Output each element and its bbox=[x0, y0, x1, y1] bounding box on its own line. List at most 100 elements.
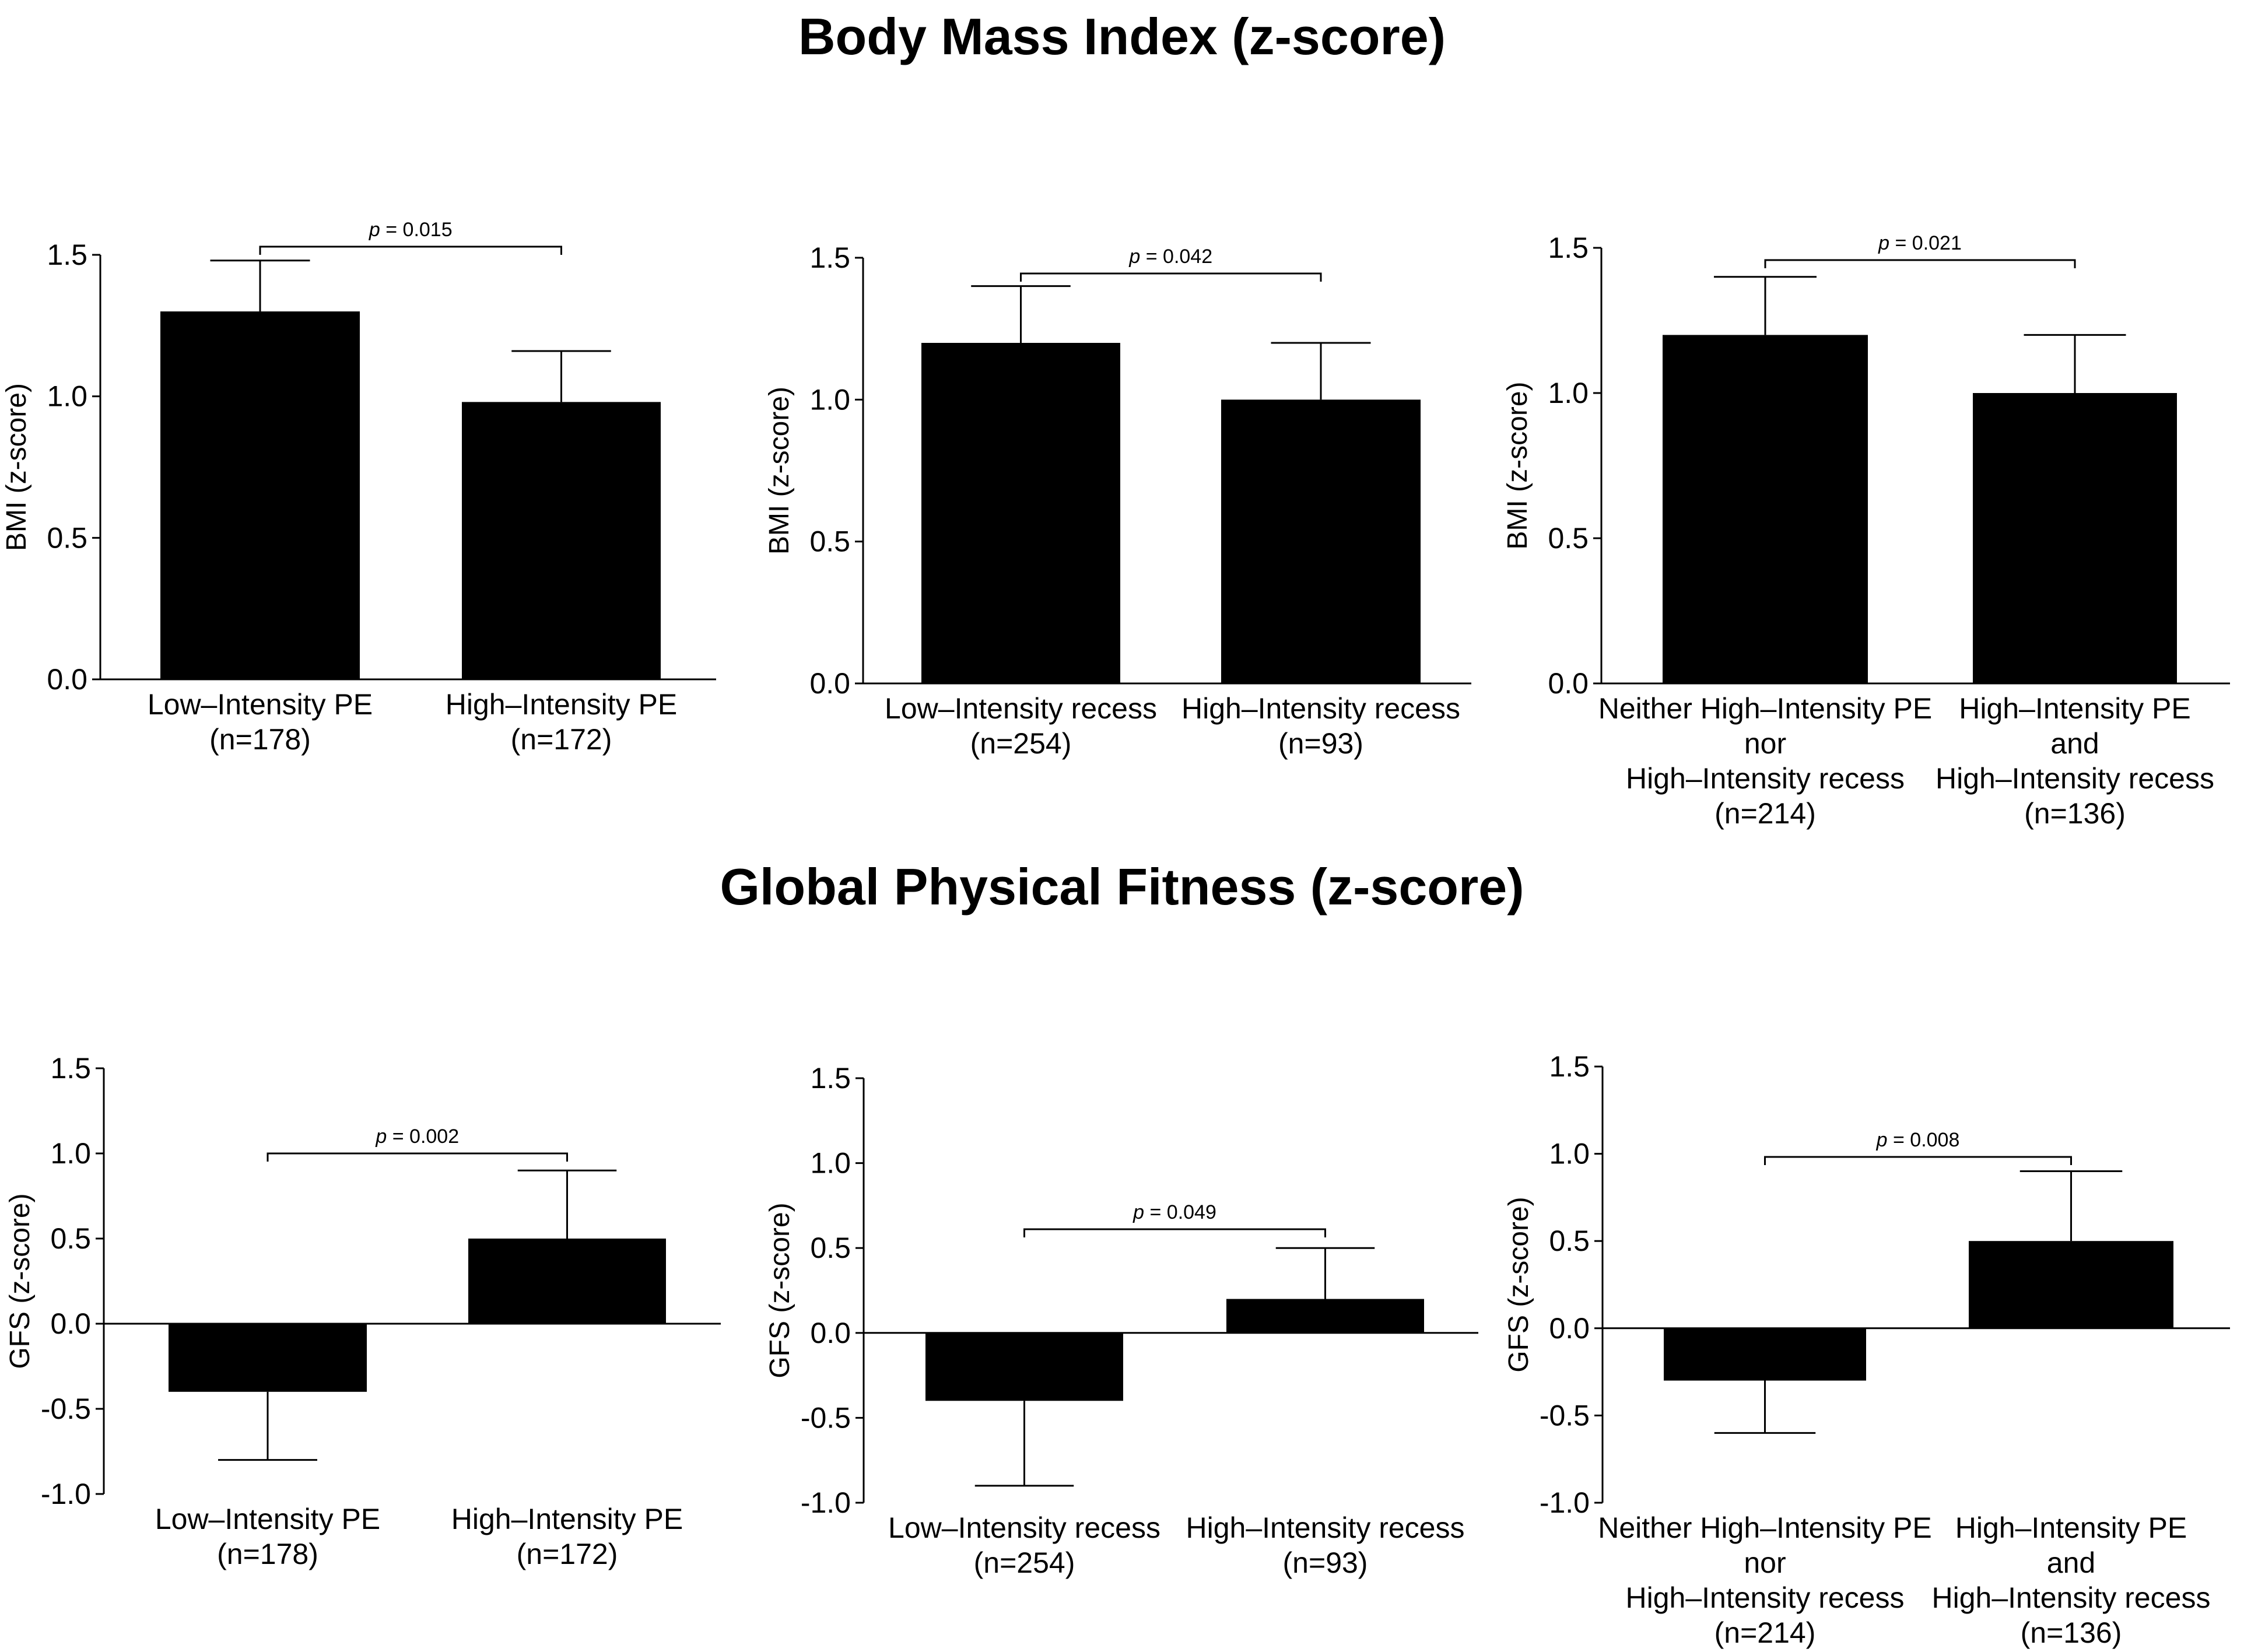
y-axis-title: BMI (z-score) bbox=[1, 383, 32, 551]
category-label: nor bbox=[1744, 1546, 1786, 1579]
y-axis-title: BMI (z-score) bbox=[764, 387, 795, 555]
significance-bracket bbox=[1764, 1156, 2072, 1165]
y-tick-label: 0.5 bbox=[810, 1232, 851, 1264]
p-symbol: p bbox=[1876, 1129, 1888, 1151]
y-tick-label: 1.0 bbox=[1548, 377, 1589, 409]
y-axis-title: GFS (z-score) bbox=[765, 1202, 795, 1378]
bar bbox=[1226, 1299, 1424, 1333]
bar bbox=[1663, 335, 1868, 683]
y-tick-label: 0.0 bbox=[809, 667, 850, 700]
category-label: High–Intensity PE bbox=[451, 1503, 683, 1535]
y-tick-label: 1.5 bbox=[1549, 1050, 1590, 1083]
category-label: High–Intensity recess bbox=[1931, 1581, 2210, 1614]
y-tick-label: -0.5 bbox=[41, 1393, 91, 1425]
y-tick-label: 0.0 bbox=[1549, 1312, 1590, 1345]
category-label: High–Intensity recess bbox=[1625, 1581, 1904, 1614]
p-symbol: p bbox=[1878, 232, 1889, 254]
p-value: = 0.002 bbox=[387, 1125, 459, 1148]
bar bbox=[1664, 1328, 1866, 1381]
category-label: (n=136) bbox=[2021, 1616, 2122, 1649]
y-tick-label: 1.0 bbox=[47, 380, 87, 413]
category-label: High–Intensity recess bbox=[1626, 762, 1905, 795]
y-tick-label: 0.5 bbox=[809, 525, 850, 558]
category-label: (n=178) bbox=[209, 723, 311, 756]
significance-bracket bbox=[267, 1152, 568, 1162]
category-label: nor bbox=[1744, 727, 1786, 760]
bar bbox=[921, 343, 1120, 683]
y-tick-label: 1.0 bbox=[810, 1147, 851, 1180]
bar bbox=[1969, 1241, 2173, 1328]
y-tick-label: 1.5 bbox=[809, 241, 850, 274]
y-tick-label: 1.0 bbox=[809, 383, 850, 416]
y-tick-label: 1.0 bbox=[50, 1137, 91, 1170]
p-value-label: p = 0.008 bbox=[1876, 1129, 1960, 1151]
y-tick-label: 1.5 bbox=[1548, 232, 1589, 264]
p-value: = 0.021 bbox=[1889, 232, 1962, 254]
p-value: = 0.042 bbox=[1140, 245, 1212, 268]
y-tick-label: -0.5 bbox=[1540, 1399, 1590, 1432]
bar bbox=[1221, 399, 1421, 683]
y-axis-title: BMI (z-score) bbox=[1502, 382, 1533, 550]
y-tick-label: 0.5 bbox=[1548, 522, 1589, 555]
p-value: = 0.015 bbox=[380, 219, 453, 241]
category-label: Neither High–Intensity PE bbox=[1598, 692, 1933, 725]
y-tick-label: 0.5 bbox=[47, 521, 87, 554]
category-label: (n=214) bbox=[1714, 797, 1816, 830]
y-tick-label: 0.5 bbox=[1549, 1225, 1590, 1257]
y-axis-title: GFS (z-score) bbox=[5, 1193, 36, 1369]
p-symbol: p bbox=[1128, 245, 1140, 268]
bar bbox=[1973, 393, 2177, 683]
category-label: (n=172) bbox=[517, 1538, 618, 1570]
category-label: High–Intensity recess bbox=[1186, 1511, 1464, 1544]
category-label: Low–Intensity PE bbox=[148, 688, 373, 721]
y-tick-label: 1.5 bbox=[810, 1062, 851, 1095]
y-tick-label: -0.5 bbox=[801, 1401, 851, 1434]
significance-bracket bbox=[259, 245, 562, 255]
category-label: Low–Intensity PE bbox=[155, 1503, 380, 1535]
category-label: High–Intensity PE bbox=[1959, 692, 2190, 725]
p-value-label: p = 0.042 bbox=[1128, 245, 1212, 268]
y-tick-label: 0.0 bbox=[1548, 667, 1589, 700]
category-label: (n=178) bbox=[217, 1538, 318, 1570]
p-value-label: p = 0.015 bbox=[369, 219, 453, 241]
category-label: High–Intensity PE bbox=[1955, 1511, 2187, 1544]
category-label: (n=172) bbox=[511, 723, 612, 756]
category-label: Low–Intensity recess bbox=[885, 692, 1157, 725]
bar bbox=[462, 402, 661, 679]
p-value-label: p = 0.002 bbox=[375, 1125, 459, 1148]
significance-bracket bbox=[1023, 1228, 1326, 1237]
category-label: (n=254) bbox=[970, 727, 1072, 760]
bar bbox=[169, 1324, 367, 1392]
category-label: Neither High–Intensity PE bbox=[1598, 1511, 1932, 1544]
category-label: (n=254) bbox=[974, 1546, 1075, 1579]
bar bbox=[925, 1332, 1123, 1401]
category-label: Low–Intensity recess bbox=[888, 1511, 1160, 1544]
y-tick-label: -1.0 bbox=[41, 1478, 91, 1510]
category-label: (n=93) bbox=[1278, 727, 1363, 760]
bar bbox=[468, 1239, 666, 1324]
y-tick-label: 0.0 bbox=[810, 1317, 851, 1349]
category-label: (n=214) bbox=[1714, 1616, 1816, 1649]
y-tick-label: 1.5 bbox=[47, 238, 87, 271]
category-label: and bbox=[2050, 727, 2099, 760]
category-label: High–Intensity PE bbox=[446, 688, 677, 721]
p-symbol: p bbox=[1132, 1201, 1144, 1223]
category-label: (n=136) bbox=[2024, 797, 2126, 830]
category-label: and bbox=[2047, 1546, 2095, 1579]
p-value: = 0.049 bbox=[1144, 1201, 1216, 1223]
p-value-label: p = 0.021 bbox=[1878, 232, 1962, 254]
bmi-section-title: Body Mass Index (z-score) bbox=[798, 8, 1446, 65]
y-tick-label: 0.0 bbox=[50, 1307, 91, 1340]
y-tick-label: -1.0 bbox=[801, 1486, 851, 1519]
y-tick-label: 0.5 bbox=[50, 1222, 91, 1255]
p-value-label: p = 0.049 bbox=[1132, 1201, 1216, 1223]
category-label: (n=93) bbox=[1283, 1546, 1368, 1579]
bar bbox=[160, 311, 360, 679]
category-label: High–Intensity recess bbox=[1936, 762, 2214, 795]
y-tick-label: 0.0 bbox=[47, 663, 87, 696]
p-symbol: p bbox=[375, 1125, 387, 1148]
p-symbol: p bbox=[369, 219, 380, 241]
significance-bracket bbox=[1764, 259, 2076, 268]
gfs-section-title: Global Physical Fitness (z-score) bbox=[720, 858, 1524, 916]
